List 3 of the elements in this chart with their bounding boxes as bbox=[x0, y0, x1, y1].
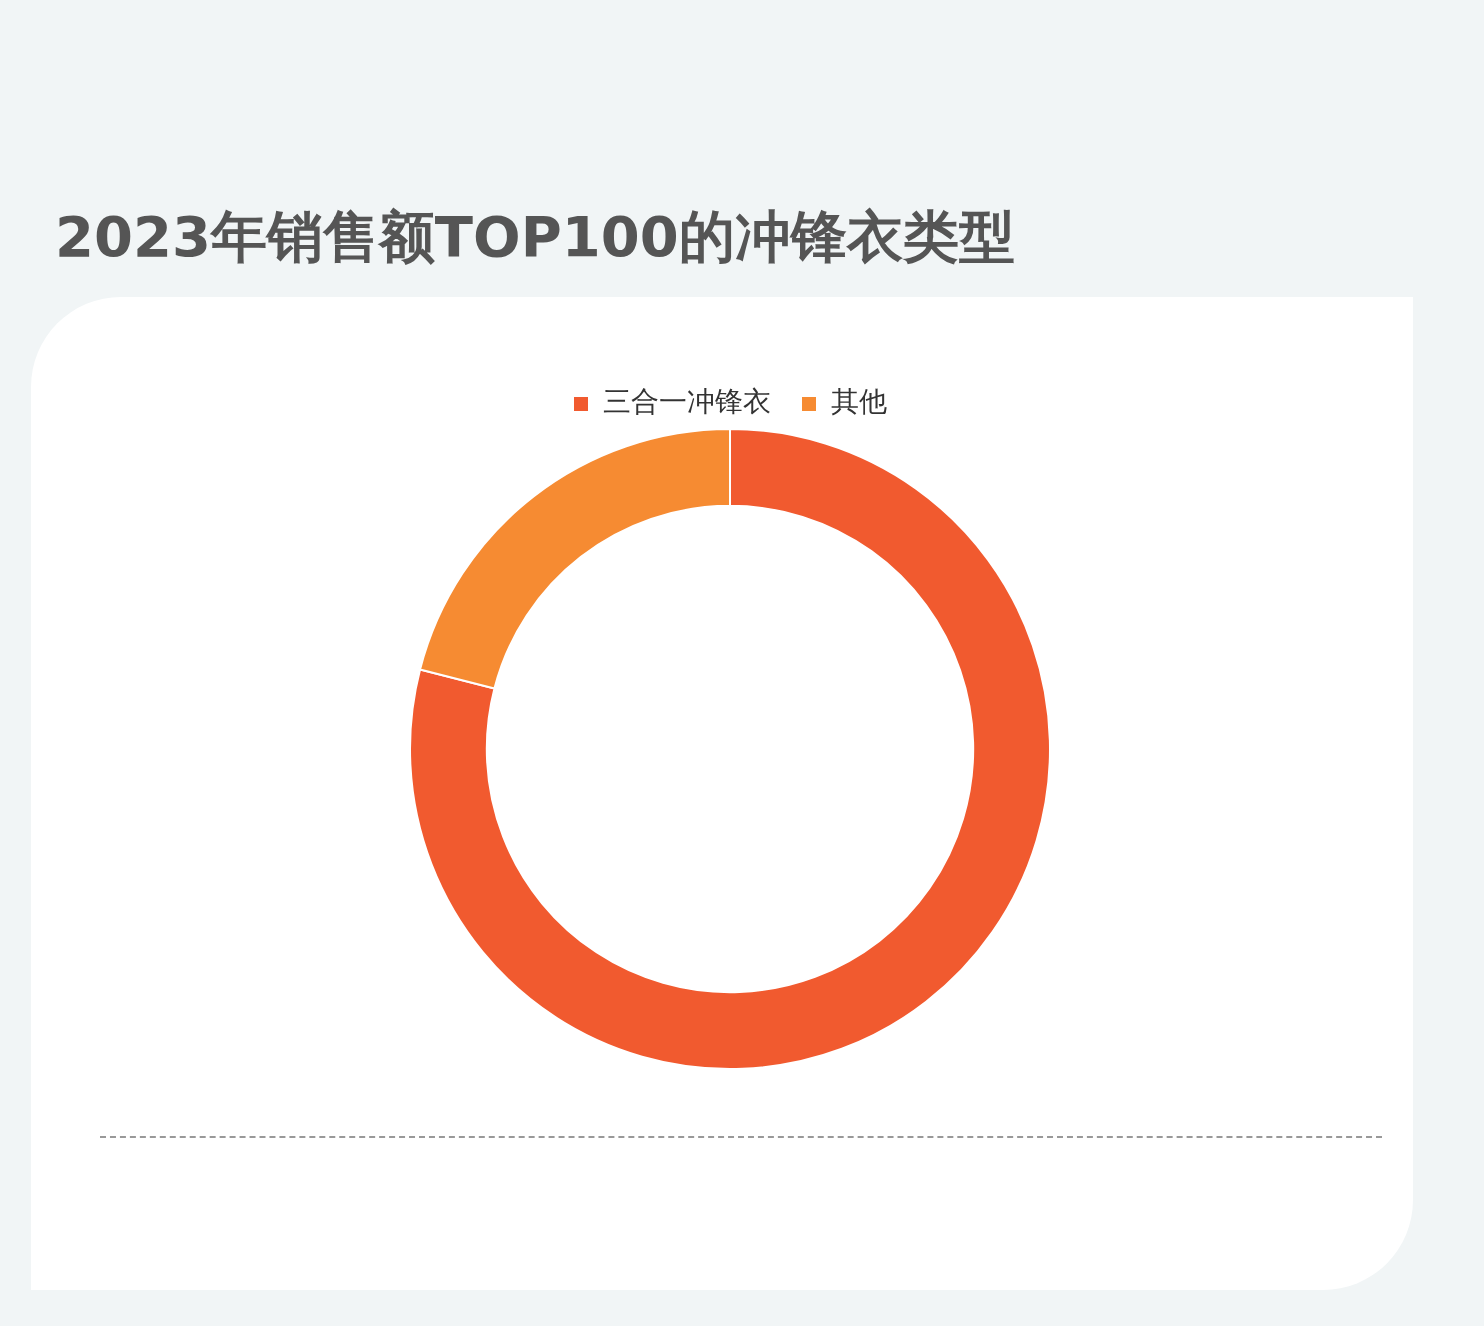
legend-label: 三合一冲锋衣 bbox=[603, 385, 771, 419]
legend-label: 其他 bbox=[831, 385, 887, 419]
chart-title: 2023年销售额TOP100的冲锋衣类型 bbox=[55, 203, 1015, 271]
